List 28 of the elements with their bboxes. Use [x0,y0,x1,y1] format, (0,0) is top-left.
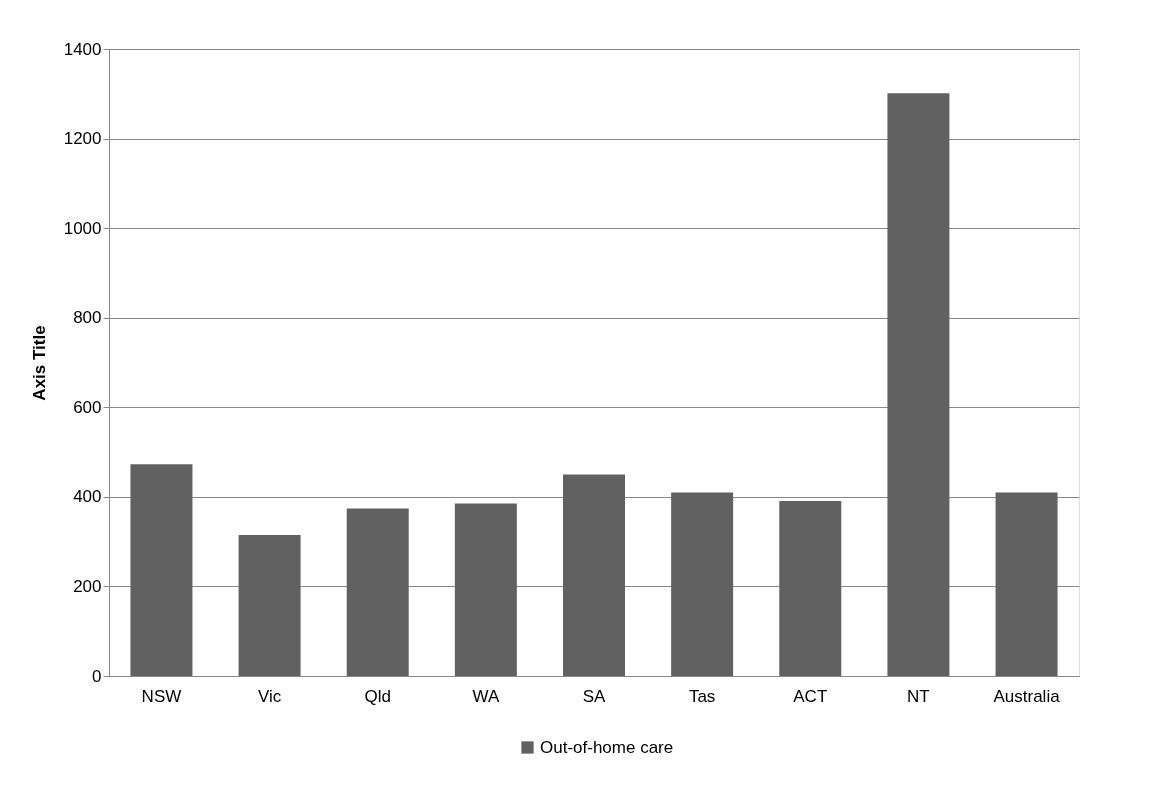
bar [671,492,734,676]
bar [130,464,193,676]
x-tick-label: Australia [993,686,1061,706]
bar [887,93,950,676]
bar [995,492,1058,676]
x-tick-label: Vic [257,686,282,706]
y-tick-label: 1200 [63,129,102,149]
y-tick-label: 600 [73,397,102,417]
x-tick-label: SA [582,686,606,706]
y-axis-title: Axis Title [29,325,49,401]
bar [563,474,625,676]
y-tick-label: 1400 [63,39,102,59]
bar [454,503,517,676]
x-tick-label: ACT [793,686,828,706]
y-tick-label: 800 [73,308,102,328]
x-tick-label: NT [907,686,930,706]
x-tick-label: Qld [364,686,391,706]
y-tick-label: 200 [73,576,102,596]
bar [346,508,409,676]
y-tick-label: 0 [92,666,102,686]
legend-label: Out-of-home care [540,737,674,757]
x-tick-label: NSW [141,686,182,706]
y-tick-label: 400 [73,487,102,507]
x-tick-label: Tas [688,686,716,706]
y-tick-label: 1000 [63,218,102,238]
bar [779,500,842,676]
x-tick-label: WA [472,686,500,706]
bar [238,534,301,676]
